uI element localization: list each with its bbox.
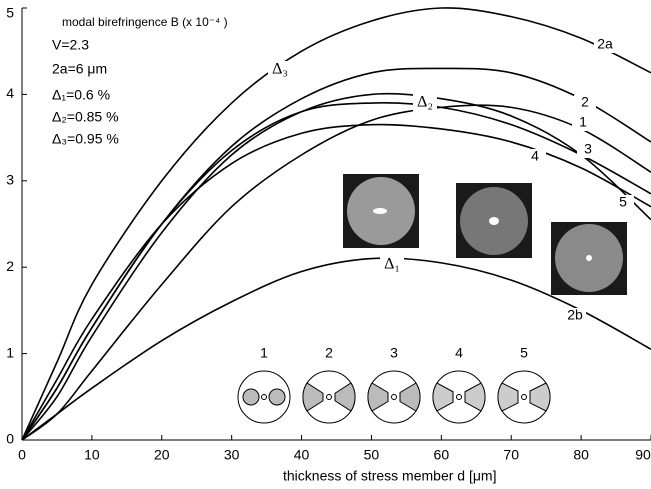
x-tick-label: 60: [434, 447, 450, 463]
photo-spot: [373, 208, 387, 214]
chart: modal birefringence B (x 10⁻⁴ ) V=2.3 2a…: [0, 0, 651, 489]
x-tick-label: 80: [573, 447, 589, 463]
annotation: Δ₁: [384, 256, 400, 273]
fiber-core: [457, 395, 462, 400]
parameter: Δ₂=0.85 %: [52, 109, 119, 125]
series-label: 2: [581, 94, 589, 110]
annotation: Δ₂: [417, 94, 433, 111]
x-tick-label: 20: [154, 447, 170, 463]
mode-label: 2: [325, 345, 333, 361]
x-tick-label: 40: [294, 447, 310, 463]
series-label: 4: [531, 148, 539, 164]
fiber-core: [262, 395, 267, 400]
mode-label: 1: [260, 345, 268, 361]
x-tick-label: 70: [503, 447, 519, 463]
y-tick-label: 1: [6, 344, 14, 360]
photo-spot: [586, 255, 592, 261]
y-axis-label: modal birefringence B (x 10⁻⁴ ): [62, 15, 228, 29]
mode-label: 3: [390, 345, 398, 361]
parameter: 2a=6 μm: [52, 61, 107, 77]
series-label: 1: [579, 114, 587, 130]
x-tick-label: 30: [224, 447, 240, 463]
y-tick-label: 0: [6, 431, 14, 447]
fiber-core: [327, 395, 332, 400]
stress-member: [269, 389, 285, 405]
fiber-core: [522, 395, 527, 400]
stress-member: [243, 389, 259, 405]
x-axis-label: thickness of stress member d [μm]: [283, 468, 496, 484]
mode-label: 4: [455, 345, 463, 361]
series-label: 3: [584, 141, 592, 157]
x-tick-label: 90: [635, 447, 651, 463]
parameter: Δ₁=0.6 %: [52, 87, 110, 103]
photo-insets: [343, 174, 627, 295]
annotation: Δ₃: [272, 61, 288, 78]
photo-spot: [489, 217, 499, 225]
parameter: V=2.3: [52, 37, 89, 53]
y-tick-label: 2: [6, 258, 14, 274]
fiber-core: [392, 395, 397, 400]
x-tick-label: 10: [84, 447, 100, 463]
series-label: 2b: [567, 307, 583, 323]
y-tick-label: 5: [6, 5, 14, 21]
y-tick-label: 3: [6, 172, 14, 188]
x-tick-label: 0: [18, 447, 26, 463]
y-tick-label: 4: [6, 85, 14, 101]
parameter: Δ₃=0.95 %: [52, 131, 119, 147]
x-tick-label: 50: [364, 447, 380, 463]
series-label: 5: [619, 194, 627, 210]
mode-label: 5: [520, 345, 528, 361]
series-label: 2a: [597, 36, 613, 52]
